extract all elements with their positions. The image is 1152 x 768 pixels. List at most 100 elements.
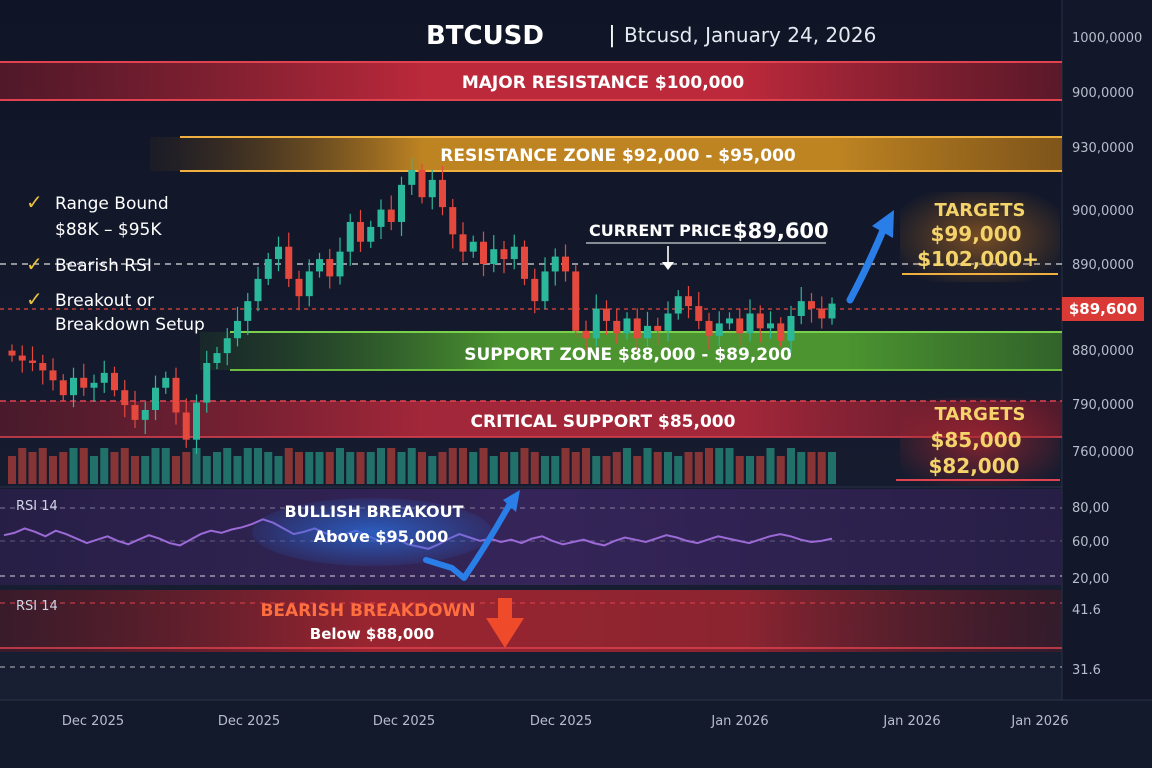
time-tick: Dec 2025	[373, 714, 435, 729]
volume-bar	[69, 448, 78, 484]
volume-bar	[500, 452, 508, 484]
candle-body	[111, 372, 118, 391]
volume-bar	[571, 452, 580, 484]
candle-body	[275, 246, 282, 260]
candle-body	[644, 325, 651, 339]
volume-bar	[530, 452, 539, 484]
candle-body	[633, 318, 641, 339]
volume-bar	[336, 448, 344, 484]
volume-bar	[141, 456, 150, 484]
rsi-tick: 60,00	[1072, 535, 1109, 550]
targets-up-value-2: $102,000+	[917, 247, 1039, 271]
candle-body	[818, 308, 826, 319]
candlestick-series	[8, 157, 836, 454]
major-resistance-zone: MAJOR RESISTANCE $100,000	[0, 61, 1062, 101]
volume-bar	[346, 452, 355, 484]
candle-body	[295, 278, 303, 297]
chart-subtitle: Btcusd, January 24, 2026	[624, 23, 876, 47]
candle-body	[500, 249, 508, 260]
rsi-tick: 31.6	[1072, 663, 1101, 678]
volume-bar	[305, 452, 314, 484]
candle-body	[705, 320, 713, 336]
current-price-callout: CURRENT PRICE $89,600	[586, 219, 829, 270]
candle-body	[828, 303, 836, 319]
price-tick: 1000,0000	[1072, 31, 1142, 46]
volume-series	[8, 448, 836, 484]
volume-bar	[110, 452, 119, 484]
candle-body	[234, 320, 241, 339]
rsi-tick: 80,00	[1072, 501, 1109, 516]
time-tick: Jan 2026	[1010, 714, 1068, 729]
critical-support-label: CRITICAL SUPPORT $85,000	[471, 412, 736, 432]
candle-body	[715, 323, 723, 336]
candle-body	[582, 330, 590, 339]
targets-up-value-1: $99,000	[930, 222, 1021, 246]
candle-body	[203, 362, 211, 403]
rsi-tick: 41.6	[1072, 603, 1101, 618]
volume-bar	[715, 448, 724, 484]
volume-bar	[746, 456, 754, 484]
checklist-item-line1: Range Bound	[55, 194, 169, 214]
candle-body	[152, 387, 159, 410]
checklist-item-breakout: ✓ Breakout or Breakdown Setup	[26, 287, 205, 335]
title-separator: |	[608, 23, 615, 48]
candle-body	[18, 355, 26, 361]
targets-down: TARGETS $85,000 $82,000	[896, 398, 1060, 486]
check-icon: ✓	[26, 190, 43, 214]
volume-bar	[438, 452, 447, 484]
candle-body	[767, 323, 774, 329]
candle-body	[418, 170, 426, 198]
candle-body	[305, 271, 313, 297]
targets-up-title: TARGETS	[935, 200, 1026, 221]
volume-bar	[8, 456, 16, 484]
price-tick: 880,0000	[1072, 344, 1134, 359]
candle-body	[521, 246, 528, 279]
critical-support-zone: CRITICAL SUPPORT $85,000	[0, 400, 1062, 438]
volume-bar	[735, 456, 744, 484]
candle-body	[70, 377, 77, 396]
chart-title: BTCUSD	[426, 21, 544, 51]
volume-bar	[79, 448, 88, 484]
volume-bar	[397, 452, 406, 484]
volume-bar	[233, 456, 242, 484]
volume-bar	[448, 448, 457, 484]
volume-bar	[377, 448, 385, 484]
arrow-down-icon	[662, 262, 674, 270]
candle-body	[613, 320, 621, 334]
candle-body	[316, 259, 323, 272]
candle-body	[746, 313, 754, 334]
price-tick: 760,0000	[1072, 445, 1134, 460]
targets-down-value-2: $82,000	[928, 454, 1019, 478]
candle-body	[223, 338, 231, 354]
candle-body	[551, 256, 559, 272]
candle-body	[695, 306, 703, 321]
candle-body	[213, 353, 221, 363]
volume-bar	[797, 452, 806, 484]
check-icon: ✓	[26, 252, 43, 276]
bullish-breakout-arrow-icon	[423, 497, 515, 581]
volume-bar	[254, 448, 262, 484]
volume-bar	[315, 452, 324, 484]
targets-down-title: TARGETS	[935, 404, 1026, 425]
targets-up: TARGETS $99,000 $102,000+	[900, 192, 1060, 282]
checklist-item-line2: $88K – $95K	[55, 220, 162, 240]
volume-bar	[756, 456, 765, 484]
candle-body	[141, 410, 149, 420]
candle-body	[100, 372, 108, 383]
current-price-tag: $89,600	[1062, 297, 1144, 321]
candle-body	[787, 315, 795, 341]
volume-bar	[151, 448, 160, 484]
volume-bar	[223, 448, 232, 484]
support-zone-label: SUPPORT ZONE $88,000 - $89,200	[464, 345, 792, 365]
candle-body	[603, 308, 610, 321]
volume-bar	[643, 448, 652, 484]
candle-body	[193, 402, 200, 440]
volume-bar	[469, 452, 478, 484]
candle-body	[592, 308, 600, 339]
candle-body	[336, 251, 344, 277]
volume-bar	[592, 456, 601, 484]
price-axis: 1000,0000 900,0000 930,0000 900,0000 890…	[1072, 31, 1142, 678]
candle-body	[367, 226, 375, 242]
volume-bar	[817, 452, 826, 484]
